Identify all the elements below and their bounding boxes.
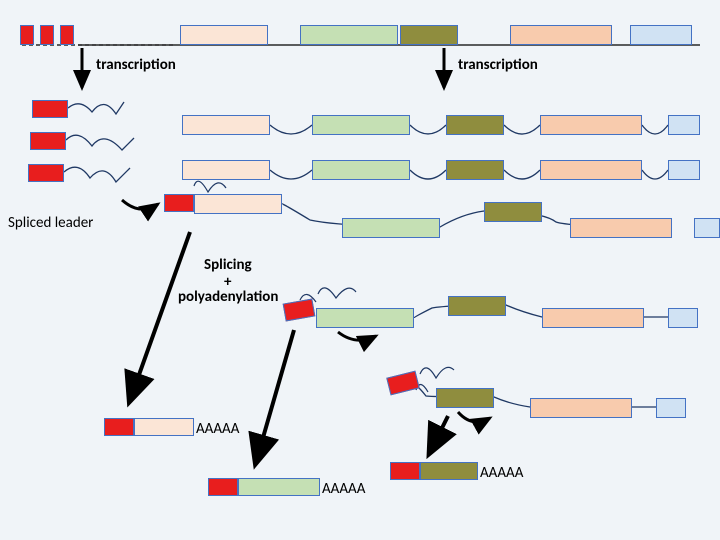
attach2-gene (448, 296, 506, 316)
attach1-gene (570, 218, 672, 238)
genome-gene (180, 25, 268, 45)
sl-gene-copy (20, 25, 34, 45)
mrna-gene (420, 462, 478, 480)
premrna-gene (446, 160, 504, 180)
label-spliced_leader: Spliced leader (8, 214, 93, 232)
attach1-gene (484, 202, 542, 222)
premrna-gene (668, 160, 700, 180)
label-polyadenylation: polyadenylation (178, 288, 278, 306)
premrna-gene (540, 115, 642, 135)
genome-gene (400, 25, 458, 45)
premrna-gene (312, 160, 410, 180)
premrna-gene (446, 115, 504, 135)
sl-attached (164, 194, 194, 212)
genome-gene (300, 25, 398, 45)
label-polyA1: AAAAA (196, 420, 239, 438)
mrna-gene (134, 418, 194, 436)
attach2-gene (668, 308, 698, 328)
label-polyA3: AAAAA (480, 464, 523, 482)
attach1-gene (342, 218, 440, 238)
label-transcription_right: transcription (458, 56, 538, 74)
label-splicing: Splicing (204, 256, 252, 274)
premrna-gene (182, 160, 270, 180)
sl-gene-copy (40, 25, 54, 45)
diagram-canvas (0, 0, 720, 540)
attach1-gene (194, 194, 282, 214)
sl-transcript (30, 132, 66, 150)
attach3-gene (436, 388, 494, 408)
attach3-gene (530, 398, 632, 418)
attach2-gene (316, 308, 414, 328)
label-polyA2: AAAAA (322, 480, 365, 498)
premrna-gene (540, 160, 642, 180)
attach2-gene (542, 308, 644, 328)
sl-gene-copy (60, 25, 74, 45)
mrna-gene (238, 478, 320, 496)
genome-gene (630, 25, 692, 45)
attach3-gene (656, 398, 686, 418)
label-transcription_left: transcription (96, 56, 176, 74)
genome-gene (510, 25, 612, 45)
premrna-gene (182, 115, 270, 135)
mrna-sl (208, 478, 238, 496)
mrna-sl (104, 418, 134, 436)
attach1-gene (694, 218, 720, 238)
premrna-gene (668, 115, 700, 135)
mrna-sl (390, 462, 420, 480)
premrna-gene (312, 115, 410, 135)
sl-transcript (32, 100, 68, 118)
sl-transcript (28, 164, 64, 182)
